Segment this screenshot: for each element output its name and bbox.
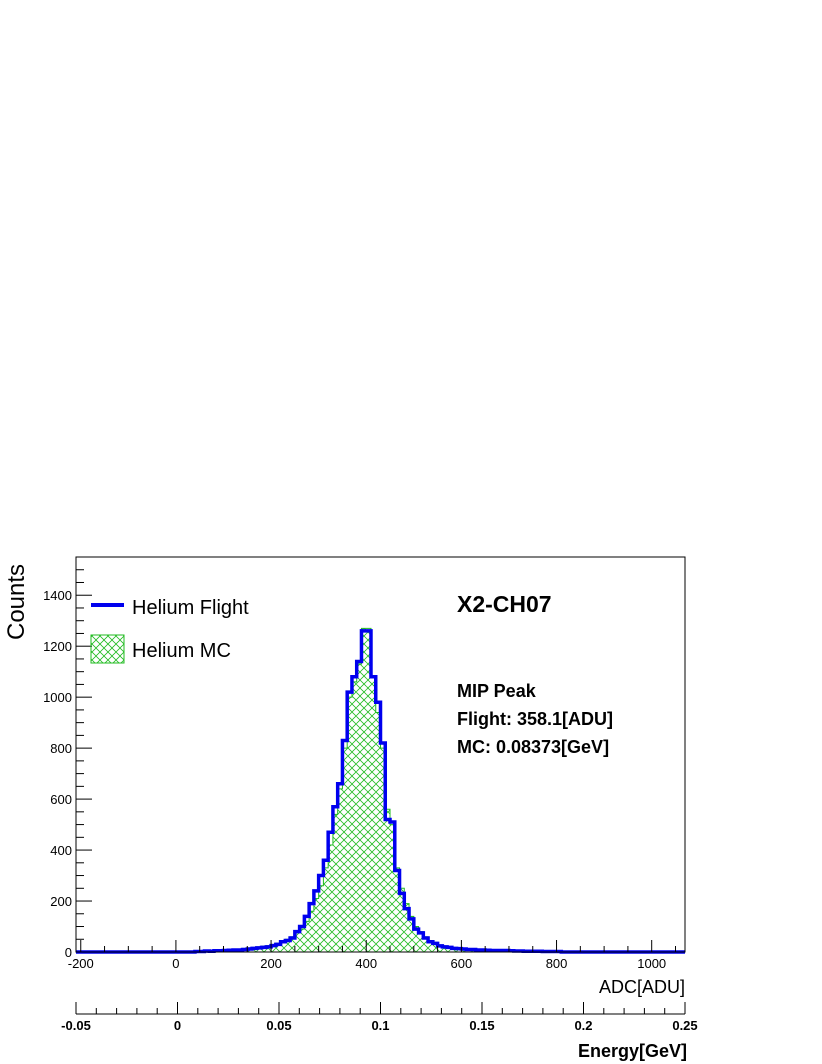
mc-bin [337, 788, 343, 952]
secondary-x-tick-label: 0.25 [672, 1018, 697, 1033]
secondary-x-axis: -0.05 0 0.05 0.1 0.15 0.2 0.25 [61, 1002, 698, 1033]
x-axis-ticks: -200 0 200 400 600 800 1000 [68, 940, 676, 971]
mc-bin [323, 867, 329, 952]
mc-bin [380, 748, 386, 952]
chart-title: X2-CH07 [457, 591, 552, 617]
mc-bin [432, 942, 438, 952]
y-axis-ticks: 0 200 400 600 800 1000 1200 1400 [43, 556, 92, 960]
mc-bin [351, 681, 357, 952]
mc-bin [280, 940, 286, 952]
mc-bin [394, 867, 400, 952]
y-tick-label: 600 [50, 792, 72, 807]
mc-bin [266, 945, 272, 952]
mc-bin [309, 911, 314, 952]
y-tick-label: 1000 [43, 690, 72, 705]
mc-bin [409, 916, 414, 952]
x-tick-label: 0 [172, 956, 179, 971]
mc-bin [356, 664, 362, 952]
secondary-x-tick-label: 0.05 [266, 1018, 291, 1033]
annotation-mc: MC: 0.08373[GeV] [457, 737, 609, 757]
mc-bin [413, 926, 419, 952]
mc-bin [285, 939, 291, 952]
mc-bin [347, 697, 352, 952]
y-tick-label: 0 [65, 945, 72, 960]
y-tick-label: 200 [50, 894, 72, 909]
plot-frame [75, 556, 686, 953]
y-tick-label: 1200 [43, 639, 72, 654]
x-tick-label: -200 [68, 956, 94, 971]
x-tick-label: 600 [451, 956, 473, 971]
mc-bin [399, 888, 405, 952]
x-tick-label: 400 [355, 956, 377, 971]
y-tick-label: 1400 [43, 588, 72, 603]
y-tick-label: 400 [50, 843, 72, 858]
x-tick-label: 800 [546, 956, 568, 971]
mc-bin [304, 921, 310, 952]
mc-bin [299, 929, 305, 952]
legend-label-helium-mc: Helium MC [132, 640, 231, 662]
secondary-x-tick-label: -0.05 [61, 1018, 91, 1033]
mc-bin [294, 932, 300, 952]
y-tick-label: 800 [50, 741, 72, 756]
mc-bin [275, 943, 281, 952]
x-tick-label: 200 [260, 956, 282, 971]
mc-bin [370, 676, 376, 952]
mc-bin [313, 898, 319, 952]
secondary-x-tick-label: 0 [174, 1018, 181, 1033]
legend: Helium Flight Helium MC [90, 597, 249, 664]
annotation-flight: Flight: 358.1[ADU] [457, 709, 613, 729]
mc-bin [390, 824, 395, 952]
mc-bin [447, 946, 452, 952]
x-axis-title: ADC[ADU] [599, 977, 685, 997]
mc-bin [366, 628, 371, 952]
x-tick-label: 1000 [637, 956, 666, 971]
mc-bin [385, 809, 391, 952]
annotation-mip-peak: MIP Peak [457, 681, 537, 701]
mc-bin [290, 936, 295, 952]
secondary-x-tick-label: 0.2 [574, 1018, 592, 1033]
legend-swatch-helium-mc [90, 634, 125, 664]
mc-series-layer [76, 627, 685, 953]
mc-bin [375, 712, 381, 952]
mc-bin [423, 936, 429, 952]
mc-bin [318, 885, 324, 952]
mc-bin [361, 628, 367, 952]
secondary-x-axis-title: Energy[GeV] [578, 1041, 687, 1061]
mc-bin [271, 944, 276, 952]
mc-bin [428, 940, 433, 952]
mc-bin [437, 944, 443, 952]
mc-bin [328, 844, 333, 952]
legend-label-helium-flight: Helium Flight [132, 597, 249, 619]
mc-bin [404, 903, 410, 952]
secondary-x-tick-label: 0.15 [469, 1018, 494, 1033]
mc-bin [418, 931, 424, 952]
y-axis-title: Counts [3, 564, 30, 640]
mc-bin [442, 945, 448, 952]
mc-bin [342, 748, 348, 952]
secondary-x-tick-label: 0.1 [371, 1018, 389, 1033]
mc-bin [332, 814, 338, 952]
